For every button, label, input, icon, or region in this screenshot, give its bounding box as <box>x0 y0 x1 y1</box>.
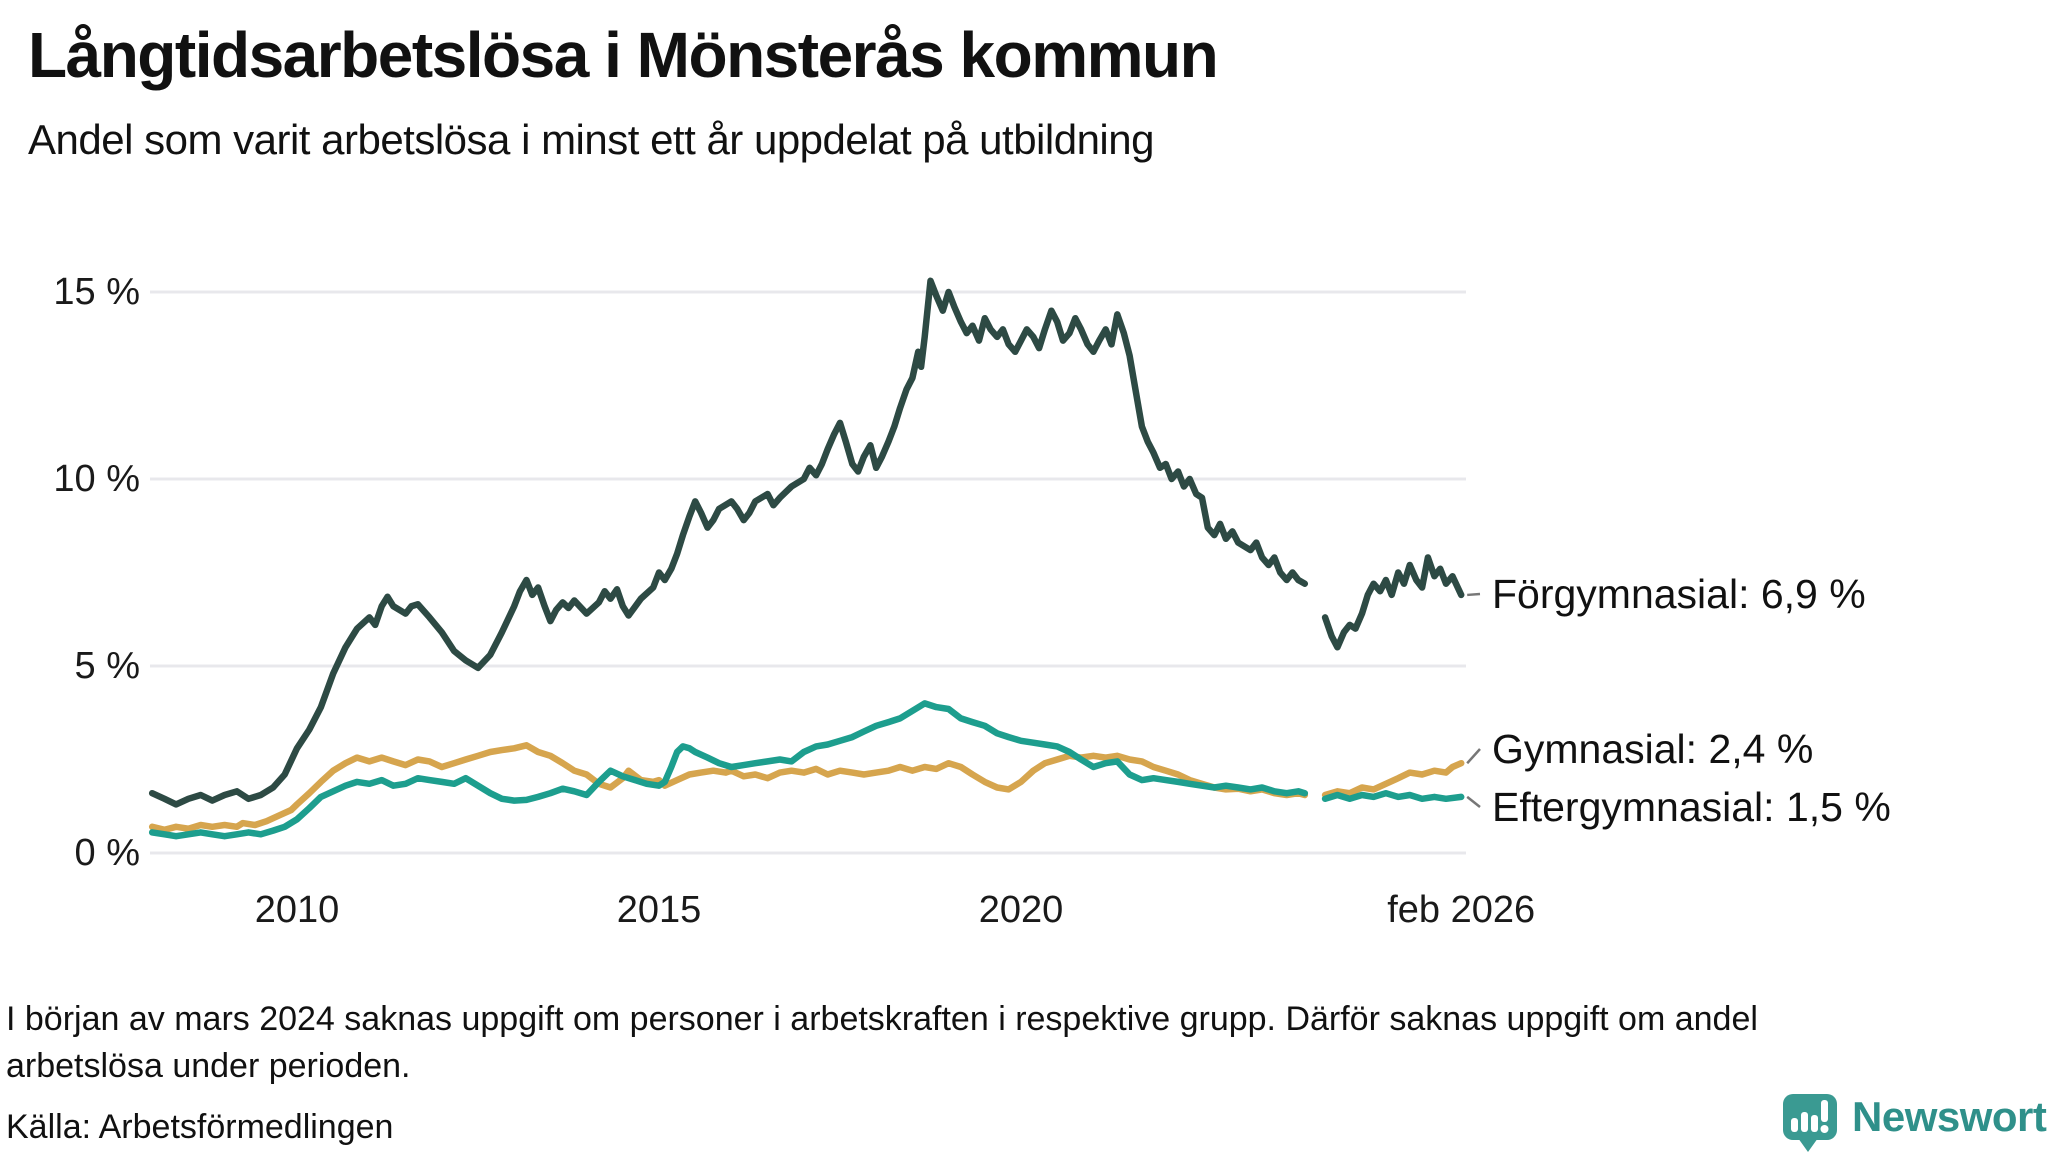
series-end-label-eftergymnasial: Eftergymnasial: 1,5 % <box>1492 784 1891 830</box>
footnote: I början av mars 2024 saknas uppgift om … <box>6 1000 1758 1085</box>
series-line-gymnasial-seg0 <box>148 742 1309 834</box>
series-line-frgymnasial-seg1 <box>1321 554 1465 651</box>
series-line-frgymnasial-seg0 <box>148 277 1309 808</box>
series-line-eftergymnasial-seg1 <box>1321 789 1465 803</box>
newsworthy-logo-text: Newsworthy <box>1852 1093 2048 1140</box>
label-leader-frgymnasial <box>1467 592 1481 597</box>
series-line-gymnasial-seg1 <box>1321 759 1465 799</box>
newsworthy-logo-icon <box>1783 1094 1837 1152</box>
x-tick-label-2015: 2015 <box>616 889 702 931</box>
page-title: Långtidsarbetslösa i Mönsterås kommun <box>28 19 1219 91</box>
x-tick-label-feb-2026: feb 2026 <box>1387 889 1536 931</box>
y-tick-label-15: 15 % <box>53 271 140 313</box>
y-tick-label-5: 5 % <box>74 645 140 687</box>
y-tick-label-0: 0 % <box>74 832 140 874</box>
label-leader-gymnasial <box>1466 748 1481 765</box>
label-leader-eftergymnasial <box>1466 795 1481 808</box>
x-tick-label-2020: 2020 <box>978 889 1064 931</box>
chart-subtitle: Andel som varit arbetslösa i minst ett å… <box>28 116 1154 163</box>
x-tick-label-2010: 2010 <box>254 889 340 931</box>
source-text: Källa: Arbetsförmedlingen <box>6 1108 394 1146</box>
series-end-label-forgymnasial: Förgymnasial: 6,9 % <box>1492 571 1866 617</box>
series-end-label-gymnasial: Gymnasial: 2,4 % <box>1492 726 1814 772</box>
series-line-eftergymnasial-seg0 <box>148 700 1309 840</box>
y-tick-label-10: 10 % <box>53 458 140 500</box>
newsworthy-logo: Newsworthy <box>1782 1092 2048 1154</box>
